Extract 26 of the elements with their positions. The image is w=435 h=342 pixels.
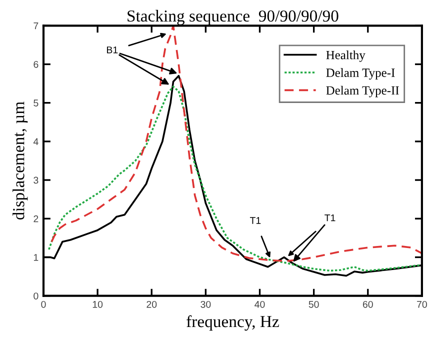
x-tick-label: 40 <box>254 300 265 308</box>
chart-title: Stacking sequence 90/90/90/90 <box>128 10 338 26</box>
y-tick-label: 3 <box>34 176 38 184</box>
y-axis-title: displacement, µm <box>12 102 28 220</box>
x-axis-title: frequency, Hz <box>186 315 279 331</box>
y-tick-label: 7 <box>34 22 38 30</box>
annotation: T1 <box>250 217 261 224</box>
y-tick-label: 2 <box>34 215 38 222</box>
x-tick-label: 30 <box>200 300 211 308</box>
x-tick-label: 10 <box>92 300 103 308</box>
x-tick-label: 0 <box>41 300 46 308</box>
x-tick-label: 20 <box>146 300 157 308</box>
x-tick-label: 50 <box>308 300 319 308</box>
y-tick-label: 1 <box>34 254 38 261</box>
legend-label: Healthy <box>326 50 366 62</box>
y-tick-label: 5 <box>34 100 38 106</box>
x-tick-label: 60 <box>362 300 373 308</box>
y-tick-label: 6 <box>34 60 38 68</box>
line-series <box>50 26 422 262</box>
annotation: T1 <box>324 214 336 222</box>
x-tick-label: 70 <box>417 300 427 308</box>
legend-label: Delam Type-I <box>326 68 395 80</box>
legend-label: Delam Type-II <box>326 86 399 98</box>
y-tick-label: 4 <box>33 138 38 145</box>
annotation: B1 <box>107 46 118 54</box>
y-tick-label: 0 <box>34 292 38 300</box>
